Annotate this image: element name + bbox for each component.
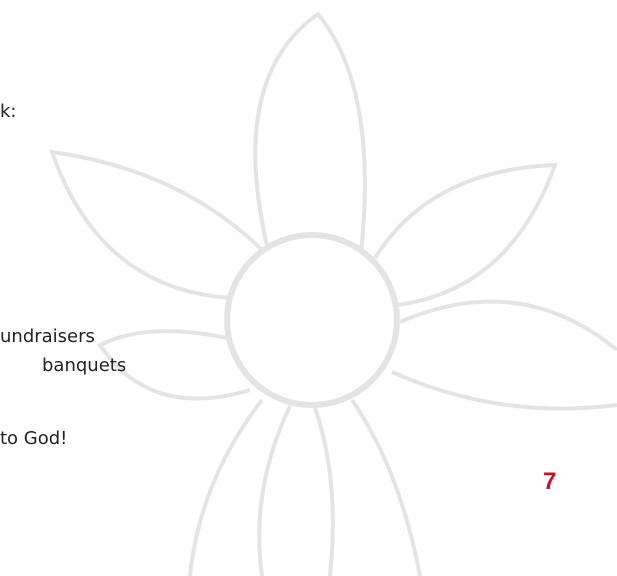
petal [315,408,333,576]
text-line: banquets [42,357,126,375]
flower-center [227,235,397,405]
page: k: undraisers banquets to God! 7 (() => … [0,0,617,576]
petal [259,406,290,576]
petal [190,400,262,576]
petal [375,165,555,305]
petal [392,302,617,409]
text-line: k: [0,103,17,121]
petal [52,152,262,298]
page-number: 7 [543,468,556,496]
petal [352,400,420,576]
text-line: undraisers [0,328,95,346]
petal [255,14,365,262]
flower-decoration [0,0,617,576]
text-line: to God! [0,430,67,448]
